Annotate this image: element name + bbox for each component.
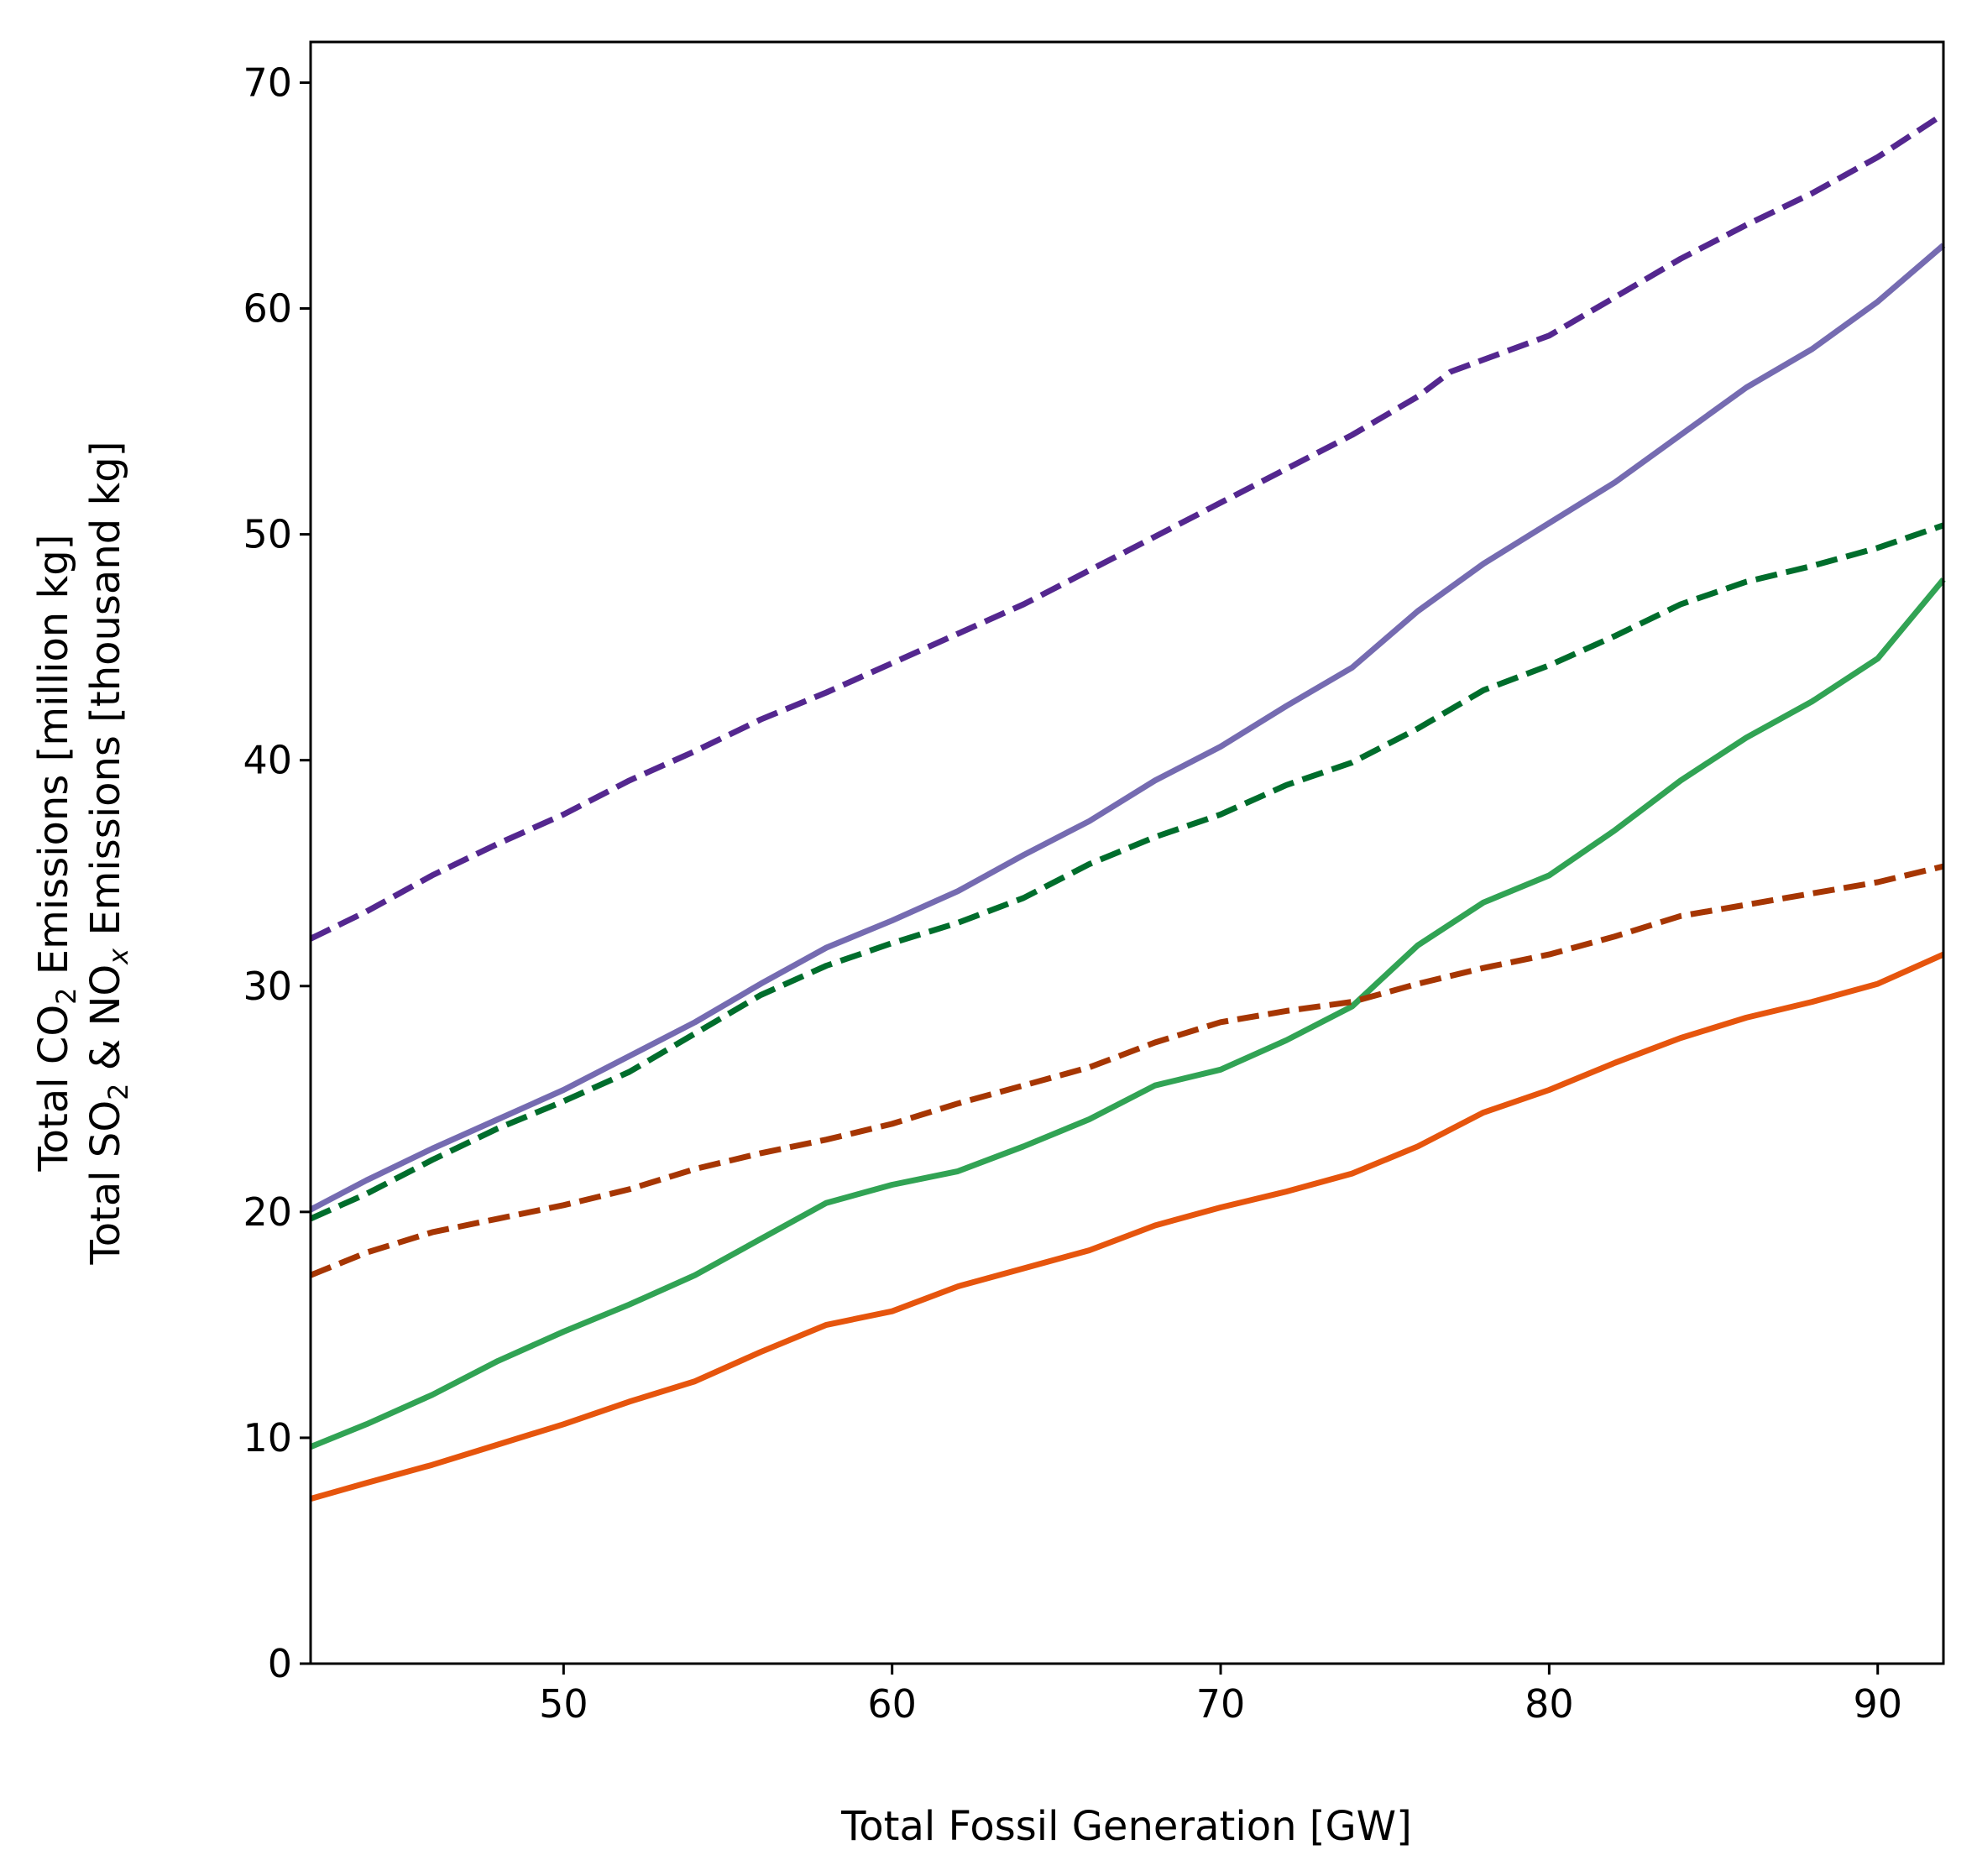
series-line-6 — [310, 951, 1945, 1502]
series-line-1 — [309, 112, 1945, 942]
y-tick-label: 0 — [268, 1641, 292, 1686]
x-tick-label: 50 — [539, 1681, 588, 1727]
x-tick-label: 60 — [867, 1681, 917, 1727]
y-tick-label: 10 — [243, 1415, 292, 1461]
plot-frame — [309, 40, 1945, 1665]
y-tick-label: 30 — [243, 964, 292, 1009]
y-tick-label: 60 — [243, 286, 292, 332]
y-tick-label: 40 — [243, 738, 292, 783]
y-axis-label-line1: Total CO2 Emissions [million kg] — [30, 535, 82, 1173]
series-line-5 — [309, 863, 1944, 1278]
series-line-4 — [309, 577, 1946, 1450]
y-tick-label: 50 — [243, 512, 292, 557]
y-tick-label: 70 — [243, 60, 292, 105]
y-axis-label: Total CO2 Emissions [million kg] Total S… — [30, 442, 134, 1266]
y-axis-label-line2: Total SO2 & NOx Emissions [thousand kg] — [82, 442, 134, 1266]
y-tick-label: 20 — [243, 1189, 292, 1235]
x-tick-label: 90 — [1853, 1681, 1902, 1727]
x-axis-label: Total Fossil Generation [GW] — [840, 1803, 1412, 1850]
series-layer — [309, 112, 1946, 1502]
series-line-2 — [309, 243, 1946, 1213]
ticks-layer: 50 60 70 80 90 0 10 20 30 40 50 60 70 — [243, 60, 1902, 1727]
series-line-3 — [309, 522, 1945, 1222]
x-tick-label: 70 — [1196, 1681, 1246, 1727]
x-tick-label: 80 — [1525, 1681, 1574, 1727]
